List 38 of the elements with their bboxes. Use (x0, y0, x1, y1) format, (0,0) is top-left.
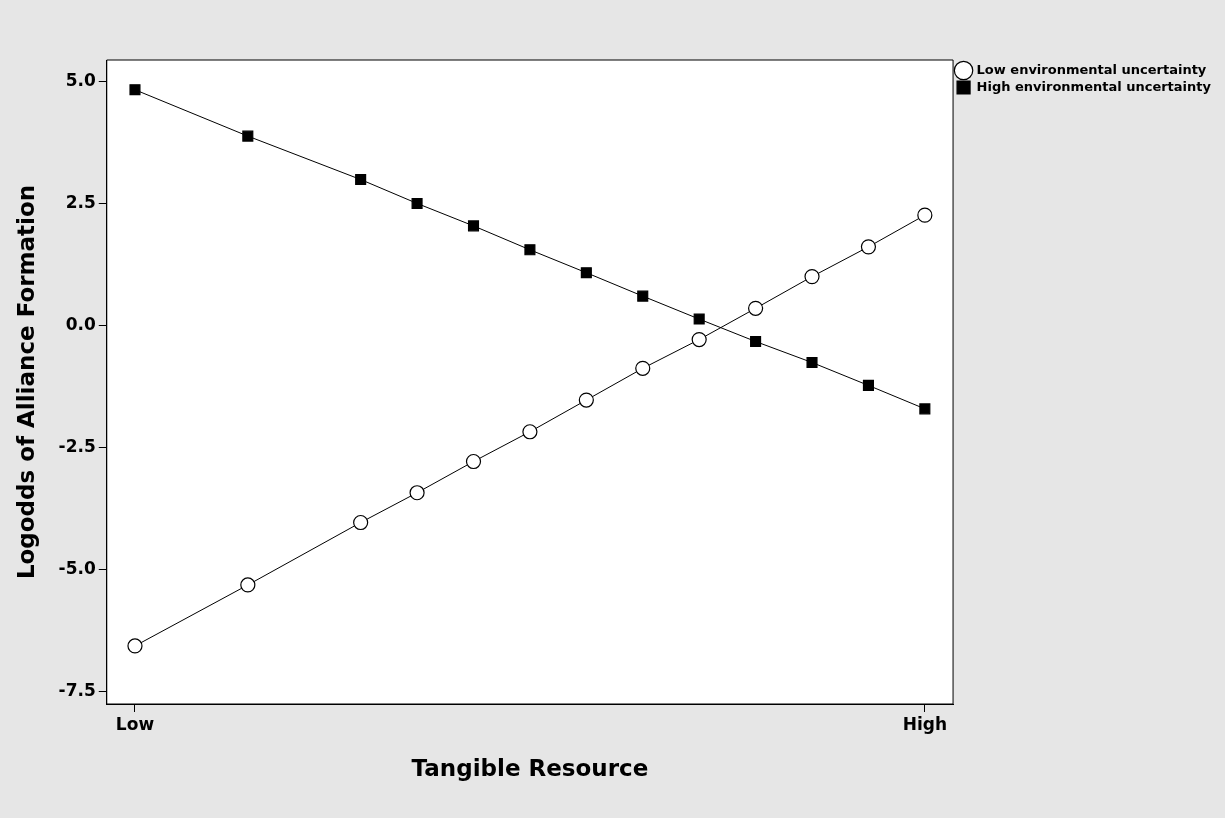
x-tick-label: High (902, 713, 948, 734)
point (127, 638, 143, 654)
point (693, 313, 705, 325)
point (242, 130, 254, 142)
y-axis-title: Logodds of Alliance Formation (12, 184, 39, 580)
y-tick-label: 0.0 (65, 314, 96, 335)
point (129, 84, 141, 96)
point (465, 453, 482, 470)
y-tick-label: -5.0 (58, 558, 96, 579)
point (806, 356, 818, 369)
y-tick-label: -2.5 (58, 436, 96, 457)
point (691, 331, 707, 348)
point (919, 403, 931, 415)
point (522, 424, 538, 440)
point (750, 335, 762, 348)
point (524, 244, 536, 256)
point (580, 267, 592, 279)
point (355, 173, 367, 186)
point (860, 239, 877, 255)
point (353, 514, 369, 531)
x-axis-title: Tangible Resource (411, 755, 649, 782)
point (240, 577, 256, 593)
y-tick-label: 2.5 (65, 192, 96, 213)
point (467, 220, 480, 232)
point (409, 485, 425, 501)
point (637, 290, 649, 302)
point (635, 360, 651, 376)
point (804, 269, 820, 285)
point (862, 379, 874, 391)
legend-label: Low environmental uncertainty (976, 61, 1207, 77)
legend-label: High environmental uncertainty (976, 78, 1212, 94)
point (411, 197, 423, 209)
point (747, 300, 764, 316)
x-tick-label: Low (115, 713, 155, 734)
point (578, 392, 594, 408)
point (917, 207, 933, 223)
y-tick-label: -7.5 (58, 680, 96, 701)
y-tick-label: 5.0 (65, 70, 96, 91)
